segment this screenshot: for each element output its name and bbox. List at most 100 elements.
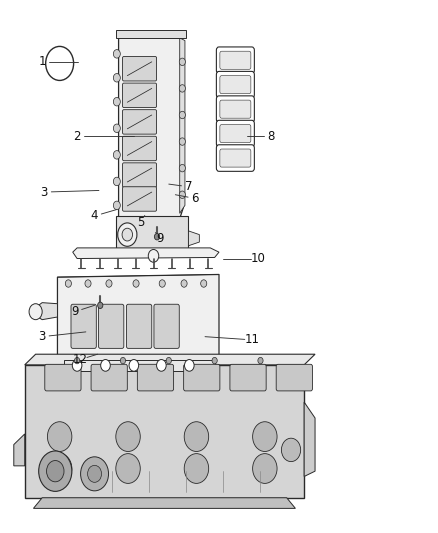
- Polygon shape: [119, 38, 183, 219]
- Circle shape: [184, 454, 208, 483]
- Circle shape: [154, 233, 159, 240]
- Circle shape: [116, 422, 140, 451]
- Polygon shape: [117, 30, 186, 38]
- Circle shape: [179, 85, 185, 92]
- Circle shape: [74, 358, 80, 364]
- FancyBboxPatch shape: [45, 365, 81, 391]
- Circle shape: [46, 461, 64, 482]
- FancyBboxPatch shape: [71, 304, 96, 349]
- Polygon shape: [117, 216, 188, 253]
- Circle shape: [129, 360, 139, 371]
- Text: 9: 9: [71, 305, 79, 318]
- Circle shape: [282, 438, 300, 462]
- Circle shape: [72, 360, 82, 371]
- Circle shape: [184, 360, 194, 371]
- Circle shape: [113, 177, 120, 185]
- Circle shape: [122, 228, 133, 241]
- Circle shape: [47, 422, 72, 451]
- Circle shape: [184, 422, 208, 451]
- Circle shape: [98, 302, 103, 309]
- Circle shape: [156, 360, 166, 371]
- FancyBboxPatch shape: [216, 120, 254, 147]
- Circle shape: [181, 280, 187, 287]
- FancyBboxPatch shape: [91, 365, 127, 391]
- Text: 12: 12: [73, 353, 88, 366]
- Polygon shape: [14, 434, 25, 466]
- Circle shape: [179, 111, 185, 119]
- Circle shape: [179, 138, 185, 146]
- FancyBboxPatch shape: [123, 110, 156, 134]
- Text: 10: 10: [251, 252, 266, 265]
- Circle shape: [39, 451, 72, 491]
- Circle shape: [133, 280, 139, 287]
- Polygon shape: [64, 360, 215, 371]
- FancyBboxPatch shape: [123, 136, 156, 161]
- Circle shape: [118, 223, 137, 246]
- FancyBboxPatch shape: [127, 304, 152, 349]
- Circle shape: [179, 165, 185, 172]
- Circle shape: [148, 249, 159, 262]
- Circle shape: [29, 304, 42, 320]
- Circle shape: [65, 280, 71, 287]
- Polygon shape: [188, 231, 199, 246]
- Circle shape: [166, 358, 171, 364]
- FancyBboxPatch shape: [138, 365, 173, 391]
- Circle shape: [179, 191, 185, 198]
- Circle shape: [113, 98, 120, 106]
- Circle shape: [116, 454, 140, 483]
- Circle shape: [47, 454, 72, 483]
- Circle shape: [101, 360, 110, 371]
- Circle shape: [120, 358, 126, 364]
- FancyBboxPatch shape: [123, 187, 156, 211]
- Circle shape: [81, 457, 109, 491]
- Polygon shape: [25, 365, 304, 498]
- Polygon shape: [57, 274, 219, 360]
- FancyBboxPatch shape: [184, 365, 220, 391]
- Text: 1: 1: [39, 55, 46, 68]
- FancyBboxPatch shape: [123, 56, 156, 81]
- Circle shape: [113, 74, 120, 82]
- FancyBboxPatch shape: [99, 304, 124, 349]
- FancyBboxPatch shape: [220, 51, 251, 69]
- Polygon shape: [33, 303, 57, 320]
- Circle shape: [159, 280, 165, 287]
- Polygon shape: [180, 38, 185, 213]
- FancyBboxPatch shape: [220, 149, 251, 167]
- FancyBboxPatch shape: [230, 365, 266, 391]
- FancyBboxPatch shape: [220, 125, 251, 143]
- FancyBboxPatch shape: [216, 96, 254, 123]
- Circle shape: [88, 465, 102, 482]
- FancyBboxPatch shape: [123, 83, 156, 108]
- Text: 3: 3: [41, 185, 48, 199]
- Text: 11: 11: [244, 333, 259, 346]
- Circle shape: [212, 358, 217, 364]
- Text: 9: 9: [156, 232, 164, 245]
- FancyBboxPatch shape: [216, 47, 254, 74]
- Polygon shape: [73, 248, 219, 259]
- Circle shape: [179, 58, 185, 66]
- Circle shape: [113, 124, 120, 133]
- Circle shape: [46, 46, 74, 80]
- Text: 7: 7: [185, 180, 192, 193]
- Circle shape: [106, 280, 112, 287]
- Circle shape: [113, 50, 120, 58]
- FancyBboxPatch shape: [216, 145, 254, 171]
- Text: 4: 4: [91, 209, 98, 222]
- Text: 6: 6: [191, 192, 199, 205]
- Polygon shape: [33, 498, 295, 508]
- Polygon shape: [25, 354, 315, 365]
- FancyBboxPatch shape: [276, 365, 312, 391]
- Polygon shape: [304, 402, 315, 477]
- Text: 3: 3: [39, 330, 46, 343]
- Text: 5: 5: [137, 216, 144, 229]
- Circle shape: [258, 358, 263, 364]
- FancyBboxPatch shape: [220, 100, 251, 118]
- FancyBboxPatch shape: [154, 304, 179, 349]
- Circle shape: [113, 151, 120, 159]
- Circle shape: [253, 454, 277, 483]
- Circle shape: [253, 422, 277, 451]
- Circle shape: [201, 280, 207, 287]
- FancyBboxPatch shape: [123, 163, 156, 187]
- Circle shape: [85, 280, 91, 287]
- FancyBboxPatch shape: [216, 71, 254, 98]
